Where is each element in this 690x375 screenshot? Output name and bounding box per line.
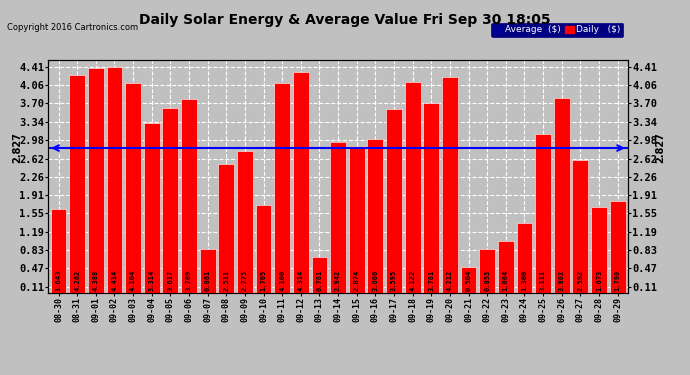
Text: 3.802: 3.802	[559, 270, 564, 291]
Bar	[237, 151, 253, 292]
Text: 3.701: 3.701	[428, 270, 434, 291]
Text: 2.775: 2.775	[242, 270, 248, 291]
Legend: Average  ($), Daily   ($): Average ($), Daily ($)	[491, 22, 623, 37]
Text: 2.874: 2.874	[354, 270, 359, 291]
Bar	[573, 160, 589, 292]
Text: 1.004: 1.004	[503, 270, 509, 291]
Text: 4.122: 4.122	[410, 270, 415, 291]
Bar	[368, 139, 383, 292]
Text: 4.100: 4.100	[279, 270, 285, 291]
Text: 2.511: 2.511	[224, 270, 229, 291]
Bar	[535, 134, 551, 292]
Text: 1.643: 1.643	[56, 270, 61, 291]
Bar	[461, 267, 477, 292]
Bar	[69, 75, 85, 292]
Text: 3.595: 3.595	[391, 270, 397, 291]
Bar	[274, 83, 290, 292]
Text: 1.673: 1.673	[596, 270, 602, 291]
Bar	[349, 146, 364, 292]
Text: 1.705: 1.705	[261, 270, 266, 291]
Bar	[386, 109, 402, 292]
Bar	[498, 241, 514, 292]
Bar	[480, 249, 495, 292]
Bar	[255, 206, 271, 292]
Bar	[331, 142, 346, 292]
Text: 1.360: 1.360	[522, 270, 527, 291]
Text: 1.790: 1.790	[615, 270, 620, 291]
Bar	[610, 201, 626, 292]
Bar	[424, 104, 440, 292]
Bar	[293, 72, 308, 292]
Bar	[181, 99, 197, 292]
Text: 2.827: 2.827	[655, 133, 664, 164]
Bar	[106, 67, 122, 292]
Text: 2.942: 2.942	[335, 270, 341, 291]
Bar	[88, 68, 103, 292]
Bar	[591, 207, 607, 292]
Text: 3.789: 3.789	[186, 270, 192, 291]
Text: 0.701: 0.701	[317, 270, 322, 291]
Bar	[125, 83, 141, 292]
Bar	[199, 249, 215, 292]
Bar	[405, 82, 421, 292]
Text: 3.617: 3.617	[168, 270, 173, 291]
Bar	[162, 108, 178, 292]
Text: 0.861: 0.861	[205, 270, 210, 291]
Text: 4.212: 4.212	[447, 270, 453, 291]
Text: 4.314: 4.314	[298, 270, 304, 291]
Text: 0.853: 0.853	[484, 270, 490, 291]
Bar	[442, 77, 458, 292]
Text: 3.006: 3.006	[373, 270, 378, 291]
Text: 2.827: 2.827	[12, 133, 23, 164]
Text: 4.262: 4.262	[75, 270, 80, 291]
Bar	[50, 209, 66, 292]
Bar	[554, 98, 570, 292]
Bar	[144, 123, 159, 292]
Bar	[218, 164, 234, 292]
Text: 0.504: 0.504	[466, 270, 471, 291]
Text: 3.314: 3.314	[149, 270, 155, 291]
Text: 3.111: 3.111	[540, 270, 546, 291]
Text: Daily Solar Energy & Average Value Fri Sep 30 18:05: Daily Solar Energy & Average Value Fri S…	[139, 13, 551, 27]
Text: 4.104: 4.104	[130, 270, 136, 291]
Text: 4.388: 4.388	[93, 270, 99, 291]
Text: 2.592: 2.592	[578, 270, 583, 291]
Bar	[312, 256, 327, 292]
Text: Copyright 2016 Cartronics.com: Copyright 2016 Cartronics.com	[7, 22, 138, 32]
Text: 4.414: 4.414	[112, 270, 117, 291]
Bar	[517, 223, 533, 292]
